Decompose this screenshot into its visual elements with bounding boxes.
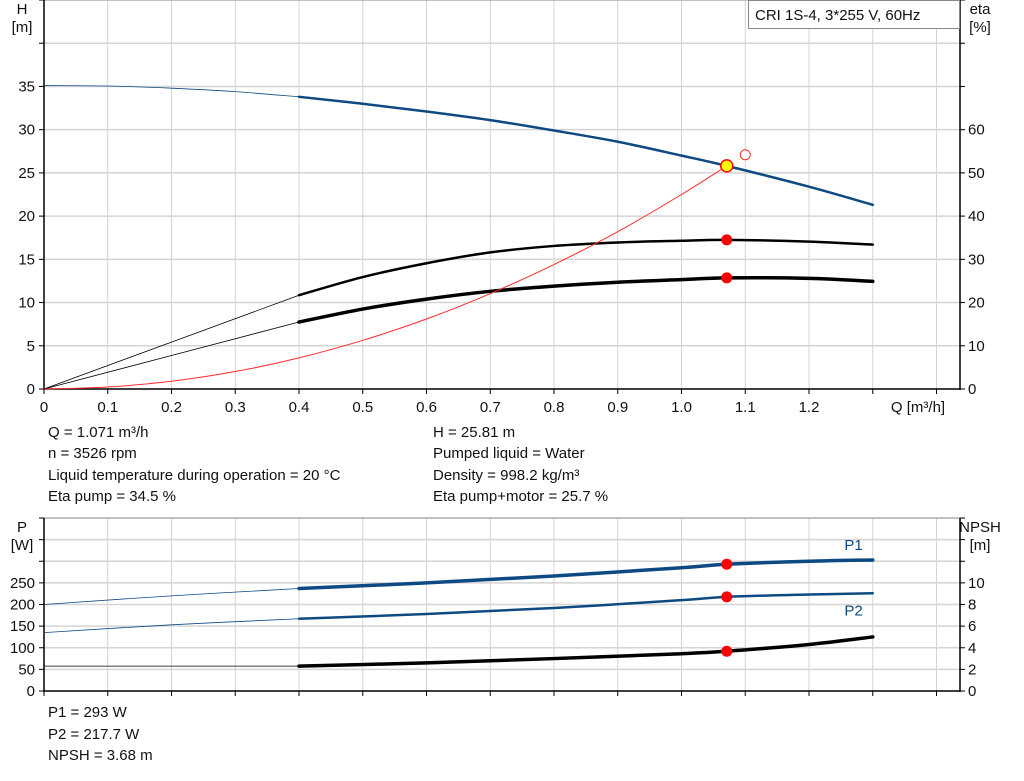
performance-chart: 0 5 10 15 20 25 30 35 0 10 20 30 40 50 60 H[m] eta[%] 0 0.… xyxy=(12,0,992,416)
legend-box xyxy=(748,0,960,29)
x-tick-label: 1.1 xyxy=(735,399,756,416)
chart-title: CRI 1S-4, 3*255 V, 60Hz xyxy=(755,7,920,24)
x-tick-label: 0.5 xyxy=(352,399,373,416)
series-p2-line xyxy=(297,592,874,621)
y-right-tick-label: 8 xyxy=(968,597,976,614)
x-axis-title: Q [m³/h] xyxy=(891,399,945,416)
liquid-readout: Pumped liquid = Water xyxy=(433,445,585,462)
y-tick-label: 250 xyxy=(10,575,35,592)
y-right-tick-label: 0 xyxy=(968,381,976,398)
y-right-tick-label: 0 xyxy=(968,683,976,700)
x-tick-label: 0.7 xyxy=(480,399,501,416)
series-p2-line-extension xyxy=(43,618,300,634)
x-tick-label: 0.9 xyxy=(607,399,628,416)
x-tick-label: 0.4 xyxy=(289,399,310,416)
y-tick-label: 150 xyxy=(10,618,35,635)
y-right-tick-label: 40 xyxy=(968,208,985,225)
y-tick-label: 30 xyxy=(18,122,35,139)
x-tick-label: 1.2 xyxy=(799,399,820,416)
series-0-line xyxy=(297,95,874,207)
series-p1-line xyxy=(297,558,875,591)
y-tick-label: 15 xyxy=(18,251,35,268)
y-tick-label: 0 xyxy=(27,381,35,398)
series-2-line xyxy=(297,276,875,324)
y-axis-title: H xyxy=(17,1,28,18)
y-right-tick-label: 10 xyxy=(968,338,985,355)
y-right-tick-label: 10 xyxy=(968,575,985,592)
y-tick-label: 20 xyxy=(18,208,35,225)
eta-pump-readout: Eta pump = 34.5 % xyxy=(48,488,176,505)
y-right-tick-label: 6 xyxy=(968,618,976,635)
duty-point-marker xyxy=(720,159,734,173)
y-right-tick-label: 20 xyxy=(968,295,985,312)
operating-point-marker xyxy=(721,645,733,657)
y-axis-title: [W] xyxy=(11,537,34,554)
y-axis-title: [m] xyxy=(12,19,33,36)
series-p1-line-extension xyxy=(43,588,300,605)
head-readout: H = 25.81 m xyxy=(433,424,516,441)
eta-total-readout: Eta pump+motor = 25.7 % xyxy=(433,488,609,505)
operating-point-marker xyxy=(721,272,733,284)
y-right-axis-title: [%] xyxy=(969,19,991,36)
y-tick-label: 200 xyxy=(10,597,35,614)
y-tick-label: 10 xyxy=(18,295,35,312)
speed-readout: n = 3526 rpm xyxy=(48,445,137,462)
series-label-p1: P1 xyxy=(844,537,862,554)
series-label-p2: P2 xyxy=(844,602,862,619)
x-tick-label: 0.6 xyxy=(416,399,437,416)
series-0-line-extension xyxy=(43,85,300,98)
y-tick-label: 100 xyxy=(10,640,35,657)
npsh-readout: NPSH = 3.68 m xyxy=(48,747,153,764)
plot-frame xyxy=(43,0,961,390)
series-1-line xyxy=(297,238,874,297)
y-tick-label: 35 xyxy=(18,78,35,95)
operating-point-marker xyxy=(721,234,733,246)
y-right-tick-label: 50 xyxy=(968,165,985,182)
operating-point-marker xyxy=(721,591,733,603)
x-tick-label: 0.2 xyxy=(161,399,182,416)
y-right-tick-label: 2 xyxy=(968,661,976,678)
series-2-line xyxy=(297,635,875,668)
power-npsh-chart: 0 50 100 150 200 250 0 2 4 6 8 10 P[W] NPSH[m] P1 P2 xyxy=(10,517,1001,700)
x-tick-label: 1.0 xyxy=(671,399,692,416)
y-tick-label: 0 xyxy=(27,683,35,700)
y-right-axis-title: NPSH xyxy=(959,519,1001,536)
y-right-tick-label: 4 xyxy=(968,640,976,657)
p2-readout: P2 = 217.7 W xyxy=(48,726,140,743)
y-right-tick-label: 60 xyxy=(968,122,985,139)
density-readout: Density = 998.2 kg/m³ xyxy=(433,467,580,484)
p1-readout: P1 = 293 W xyxy=(48,704,127,721)
y-right-tick-label: 30 xyxy=(968,251,985,268)
flow-readout: Q = 1.071 m³/h xyxy=(48,424,149,441)
series-1-line-extension xyxy=(43,294,300,390)
y-axis-title: P xyxy=(17,519,27,536)
x-tick-label: 0.1 xyxy=(97,399,118,416)
series-2-line-extension xyxy=(43,321,300,390)
y-right-axis-title: [m] xyxy=(970,537,991,554)
y-right-axis-title: eta xyxy=(970,1,992,18)
y-tick-label: 25 xyxy=(18,165,35,182)
x-tick-label: 0.8 xyxy=(544,399,565,416)
operating-point-marker xyxy=(721,558,733,570)
x-tick-label: 0.3 xyxy=(225,399,246,416)
y-tick-label: 5 xyxy=(27,338,35,355)
x-tick-label: 0 xyxy=(40,399,48,416)
system-curve xyxy=(43,165,728,390)
temperature-readout: Liquid temperature during operation = 20… xyxy=(48,467,341,484)
open-marker xyxy=(739,149,751,161)
y-tick-label: 50 xyxy=(18,661,35,678)
